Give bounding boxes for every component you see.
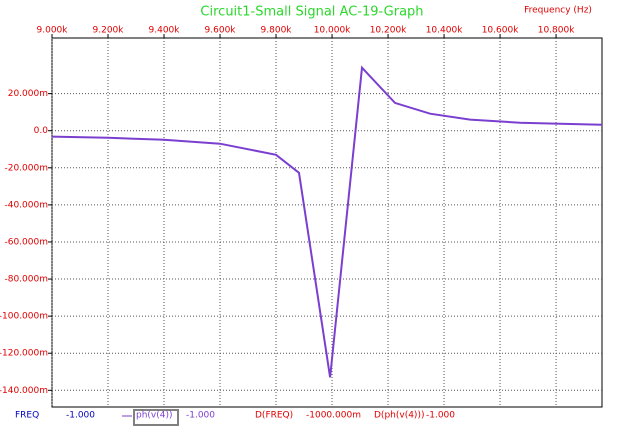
cursor-x-name: FREQ (15, 411, 39, 421)
cursor-y-value: -1.000 (186, 411, 215, 421)
y-tick-label: 20.000m (8, 89, 48, 99)
x-tick-label: 9.800k (261, 26, 293, 36)
y-tick-label: -80.000m (4, 275, 48, 285)
y-tick-label: 0.0 (34, 126, 49, 136)
plot-frame (51, 37, 603, 408)
y-tick-label: -140.000m (0, 386, 48, 396)
y-tick-label: -120.000m (0, 349, 48, 359)
x-tick-label: 10.800k (538, 26, 575, 36)
cursor-dy-name: D(ph(v(4))) (374, 411, 424, 421)
cursor-dx-value: -1000.000m (306, 411, 361, 421)
y-tick-label: -100.000m (0, 312, 48, 322)
trace-name[interactable]: ph(v(4)) (136, 411, 173, 421)
x-tick-label: 10.000k (314, 26, 351, 36)
x-tick-label: 10.400k (426, 26, 463, 36)
x-tick-label: 9.200k (93, 26, 125, 36)
selected-trace-box[interactable] (133, 409, 179, 426)
y-tick-label: -40.000m (4, 200, 48, 210)
x-tick-label: 10.200k (370, 26, 407, 36)
cursor-dy-value: -1.000 (426, 411, 455, 421)
y-tick-label: -20.000m (4, 163, 48, 173)
cursor-x-value: -1.000 (66, 411, 95, 421)
cursor-dx-name: D(FREQ) (255, 411, 293, 421)
x-tick-label: 10.600k (482, 26, 519, 36)
y-tick-label: -60.000m (4, 237, 48, 247)
x-tick-label: 9.000k (37, 26, 69, 36)
x-axis-label: Frequency (Hz) (524, 6, 592, 16)
x-tick-label: 9.600k (205, 26, 237, 36)
chart-title: Circuit1-Small Signal AC-19-Graph (200, 5, 423, 20)
trace (51, 65, 603, 378)
x-tick-label: 9.400k (149, 26, 181, 36)
